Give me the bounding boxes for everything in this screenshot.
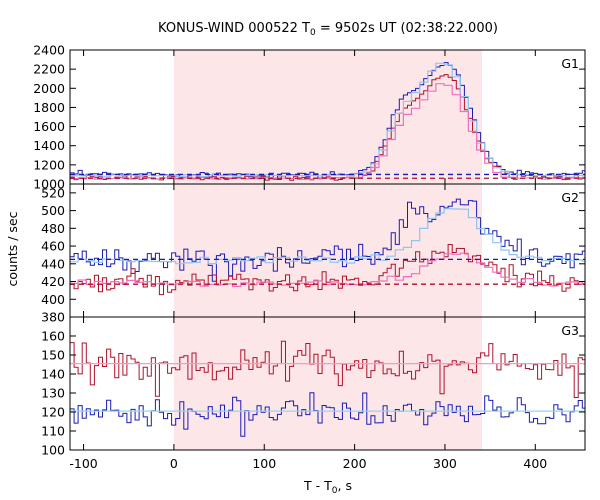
x-tick-label: -100	[69, 456, 97, 471]
series-g2-0	[70, 198, 585, 282]
y-tick-label: 380	[41, 310, 65, 325]
x-tick-label: 100	[252, 456, 276, 471]
chart-title: KONUS-WIND 000522 T0 = 9502s UT (02:38:2…	[158, 21, 498, 38]
y-tick-label: 440	[41, 256, 65, 271]
panel-label-g2: G2	[561, 190, 579, 205]
x-tick-label: 300	[433, 456, 457, 471]
series-g1-3	[70, 83, 585, 180]
series-g3-1	[70, 392, 585, 437]
y-tick-label: 2000	[33, 81, 65, 96]
x-tick-label: 0	[170, 456, 178, 471]
y-tick-label: 140	[41, 367, 65, 382]
series-g3-0	[70, 340, 585, 398]
x-axis-label-suffix: , s	[338, 478, 352, 493]
series-g2-3	[70, 252, 585, 287]
panel-g1: 1000 1200 1400 1600 1800 2000 2200 2400 G1	[33, 43, 586, 192]
x-axis-label-subscript: 0	[332, 486, 338, 496]
y-tick-label: 110	[41, 424, 65, 439]
burst-interval-shading	[173, 50, 482, 450]
y-tick-label: 1200	[33, 157, 65, 172]
y-tick-label: 100	[41, 443, 65, 458]
y-tick-label: 1400	[33, 138, 65, 153]
x-tick-label: 400	[523, 456, 547, 471]
panel-g2: 380 400 420 440 460 480 500 520 G2	[41, 183, 586, 325]
y-axis-label: counts / sec	[5, 211, 20, 286]
y-tick-label: 2400	[33, 43, 65, 58]
y-tick-label: 400	[41, 292, 65, 307]
panel-plot-g1	[70, 62, 585, 181]
chart-title-suffix: = 9502s UT (02:38:22.000)	[316, 21, 498, 36]
y-tick-label: 500	[41, 203, 65, 218]
panel-label-g1: G1	[561, 56, 579, 71]
chart-title-subscript: 0	[310, 28, 316, 38]
y-tick-label: 120	[41, 405, 65, 420]
y-tick-label: 520	[41, 185, 65, 200]
series-g2-2	[70, 208, 585, 265]
y-tick-label: 1000	[33, 177, 65, 192]
y-tick-label: 460	[41, 239, 65, 254]
y-tick-label: 150	[41, 348, 65, 363]
x-axis-label-main: T - T	[303, 478, 332, 493]
y-tick-label: 1800	[33, 100, 65, 115]
plot-area: 10001200140016001800200022002400G1380400…	[33, 43, 586, 471]
y-tick-label: 420	[41, 274, 65, 289]
y-tick-label: 1600	[33, 119, 65, 134]
y-tick-label: 160	[41, 329, 65, 344]
panel-g3: 100 110 120 130 140 150 160 G3	[41, 316, 586, 458]
series-g1-2	[70, 62, 585, 178]
panel-frame-g3	[69, 316, 586, 451]
panel-label-g3: G3	[561, 323, 579, 338]
y-tick-label: 2200	[33, 62, 65, 77]
panel-plot-g3	[70, 340, 585, 437]
y-tick-label: 130	[41, 386, 65, 401]
panel-plot-g2	[70, 198, 585, 296]
chart-title-main: KONUS-WIND 000522 T	[158, 21, 310, 36]
x-axis-label: T - T0, s	[303, 478, 352, 496]
y-tick-label: 480	[41, 221, 65, 236]
x-tick-label: 200	[343, 456, 367, 471]
